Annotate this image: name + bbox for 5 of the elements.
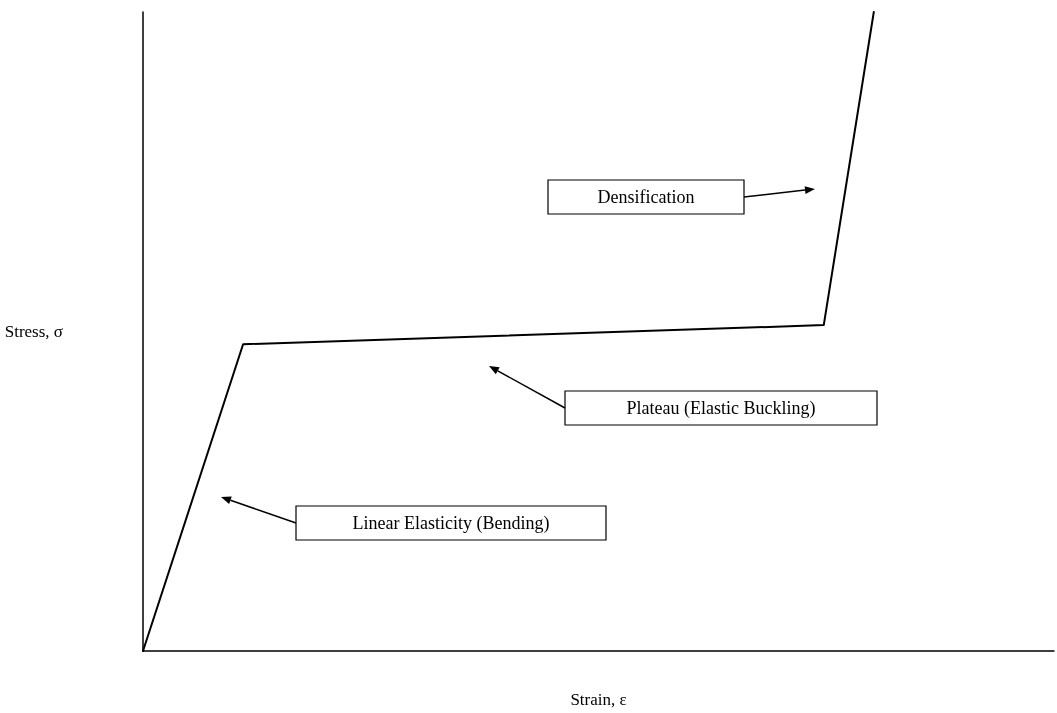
- annotation: Linear Elasticity (Bending): [352, 513, 550, 534]
- y-axis-title: Stress, σ: [4, 322, 63, 341]
- x-axis-title: Strain, ε: [570, 690, 627, 709]
- annotation: Plateau (Elastic Buckling): [626, 398, 816, 419]
- annotation: Densification: [597, 187, 695, 207]
